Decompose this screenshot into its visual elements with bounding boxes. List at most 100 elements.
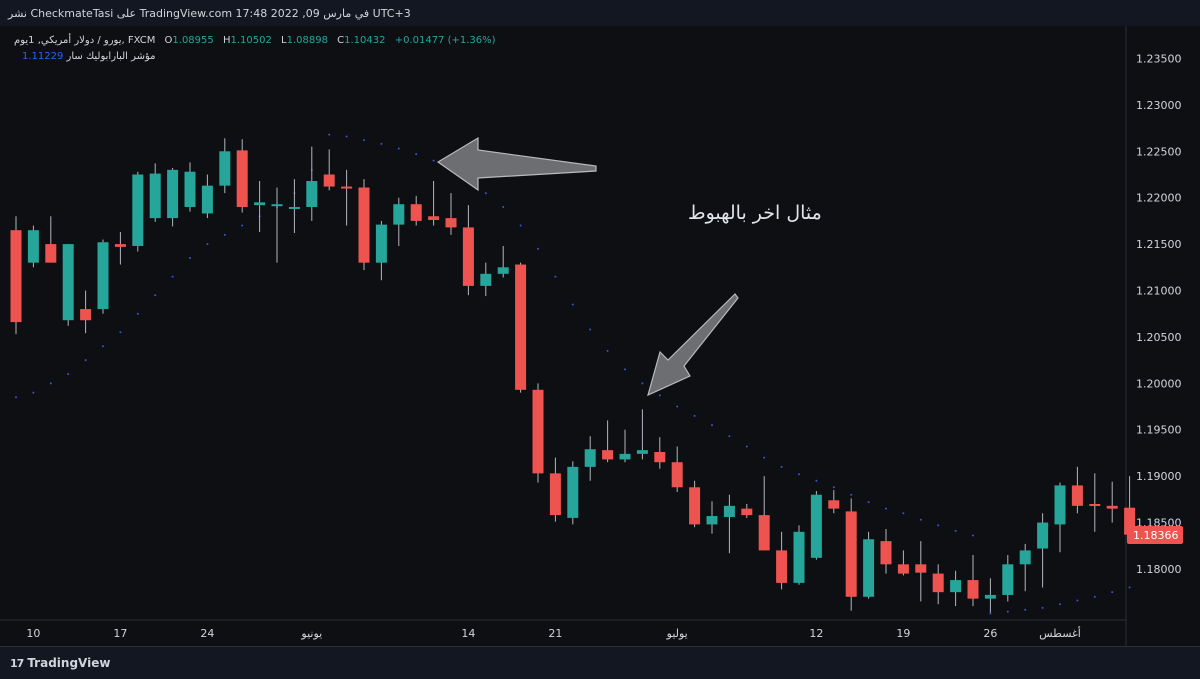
- candle-body: [132, 174, 144, 246]
- sar-dot: [780, 465, 783, 468]
- candle-bearish: [741, 503, 753, 518]
- candle-body: [1037, 522, 1049, 549]
- chart-canvas[interactable]: 1.23500 1.23000 1.22500 1.22000 1.21500 1.210…: [0, 26, 1200, 646]
- candle-body: [410, 204, 422, 221]
- candle-bullish: [723, 494, 735, 554]
- sar-dot: [84, 359, 87, 362]
- sar-dot: [919, 518, 922, 521]
- candle-body: [967, 580, 979, 599]
- publish-text: نشر CheckmateTasi على TradingView.com 17…: [8, 7, 411, 20]
- candle-bearish: [323, 149, 335, 191]
- candle-bearish: [915, 541, 927, 602]
- price-chart[interactable]: 1.23500 1.23000 1.22500 1.22000 1.21500 1.210…: [0, 26, 1200, 646]
- candle-bullish: [184, 162, 196, 212]
- close-label: C: [337, 35, 345, 46]
- candle-bearish: [45, 216, 57, 263]
- candle-body: [950, 580, 962, 593]
- candle-bullish: [375, 220, 387, 281]
- candle-bullish: [584, 436, 596, 481]
- high-value: 1.10502: [230, 35, 272, 46]
- candle-body: [149, 173, 161, 219]
- candle-body: [1054, 485, 1066, 525]
- candle-bullish: [1002, 555, 1014, 602]
- arrow-shape: [647, 293, 739, 397]
- candle-bullish: [254, 180, 266, 233]
- candle-bullish: [706, 501, 718, 534]
- annotation-text: مثال اخر بالهبوط: [688, 202, 822, 224]
- time-axis[interactable]: 10 17 24 يونيو 14 21 يوليو 12 19 26 أغسطس: [26, 626, 1080, 640]
- sar-dot: [328, 133, 331, 136]
- candle-bearish: [897, 550, 909, 576]
- candle-body: [1124, 507, 1136, 535]
- sar-dot: [1006, 610, 1009, 613]
- candle-bearish: [358, 179, 370, 271]
- candle-bullish: [306, 146, 318, 221]
- time-tick-label: 21: [548, 627, 562, 640]
- candle-bearish: [967, 555, 979, 607]
- high-label: H: [222, 35, 231, 46]
- candle-body: [845, 511, 857, 597]
- sar-dot: [850, 493, 853, 496]
- tradingview-logo[interactable]: 17 TradingView: [10, 656, 110, 670]
- time-tick-label: 26: [983, 627, 997, 640]
- sar-dot: [885, 507, 887, 510]
- price-tick-label: 1.22000: [1136, 192, 1182, 205]
- sar-dot: [624, 368, 626, 371]
- sar-dot: [345, 135, 348, 138]
- sar-dot: [397, 147, 400, 150]
- candle-bearish: [445, 193, 457, 235]
- time-tick-label: أغسطس: [1039, 626, 1081, 640]
- sar-dot: [972, 534, 974, 537]
- sar-dot: [432, 159, 435, 162]
- candle-body: [393, 204, 405, 225]
- brand-name: TradingView: [27, 656, 111, 670]
- candle-bullish: [271, 187, 283, 263]
- indicator-name[interactable]: مؤشر البارابوليك سار: [66, 51, 156, 62]
- low-value: 1.08898: [286, 35, 328, 46]
- candle-body: [1002, 564, 1014, 595]
- sar-dot: [1076, 599, 1079, 602]
- sar-dot: [1093, 595, 1096, 598]
- candle-bearish: [10, 216, 22, 335]
- candle-body: [462, 227, 474, 286]
- price-label-text: 1.18366: [1133, 529, 1179, 542]
- sar-dot: [1128, 586, 1131, 589]
- sar-dot: [519, 224, 522, 227]
- candle-body: [97, 242, 109, 310]
- indicator-value: 1.11229: [22, 51, 64, 62]
- candle-bullish: [497, 245, 509, 278]
- candle-body: [62, 244, 74, 321]
- price-tick-label: 1.21500: [1136, 238, 1182, 251]
- candle-body: [515, 264, 527, 390]
- candle-body: [375, 224, 387, 263]
- ohlc-row: يورو / دولار أمريكي, 1يوم, FXCM O1.08955…: [14, 33, 496, 49]
- candle-body: [863, 539, 875, 597]
- candle-bearish: [602, 420, 614, 463]
- sar-dot: [711, 424, 713, 427]
- sar-dot: [954, 529, 957, 532]
- candle-body: [271, 204, 283, 207]
- sar-dot: [693, 414, 696, 417]
- sar-dot: [415, 153, 418, 156]
- candle-body: [80, 309, 92, 321]
- candle-bullish: [393, 197, 405, 246]
- sar-dot: [589, 328, 592, 331]
- candle-bearish: [1089, 473, 1101, 532]
- sar-dot: [606, 349, 609, 352]
- parabolic-sar-dots: [15, 133, 1131, 615]
- price-axis[interactable]: 1.23500 1.23000 1.22500 1.22000 1.21500 1.210…: [1136, 52, 1182, 575]
- candle-body: [358, 187, 370, 263]
- price-tick-label: 1.20500: [1136, 331, 1182, 344]
- candle-bearish: [236, 139, 248, 213]
- sar-dot: [745, 445, 748, 448]
- candle-body: [219, 151, 231, 186]
- candle-bearish: [515, 262, 527, 393]
- candle-body: [776, 550, 788, 583]
- candle-bullish: [97, 239, 109, 314]
- candles: [10, 138, 1136, 613]
- candle-body: [810, 494, 822, 558]
- symbol-name[interactable]: يورو / دولار أمريكي, 1يوم, FXCM: [14, 35, 156, 46]
- candle-body: [1106, 505, 1118, 509]
- candle-body: [1089, 503, 1101, 506]
- time-tick-label: يوليو: [666, 627, 688, 640]
